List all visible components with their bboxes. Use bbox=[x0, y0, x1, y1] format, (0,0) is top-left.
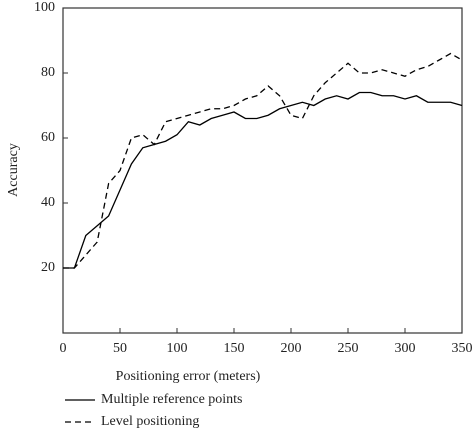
x-tick-label: 300 bbox=[395, 341, 416, 356]
x-tick-label: 250 bbox=[338, 341, 359, 356]
y-tick-label: 80 bbox=[41, 65, 55, 80]
data-line bbox=[63, 91, 463, 269]
legend-label: Multiple reference points bbox=[101, 392, 243, 407]
data-line bbox=[63, 52, 463, 269]
x-axis-label: Positioning error (meters) bbox=[116, 369, 261, 384]
y-tick-label: 100 bbox=[34, 0, 55, 15]
x-tick-label: 100 bbox=[167, 341, 188, 356]
y-tick-label: 40 bbox=[41, 195, 55, 210]
x-tick-label: 150 bbox=[224, 341, 245, 356]
y-tick-label: 60 bbox=[41, 130, 55, 145]
x-tick-label: 350 bbox=[452, 341, 473, 356]
y-axis-label: Accuracy bbox=[6, 143, 21, 197]
x-tick-label: 50 bbox=[113, 341, 127, 356]
x-tick-label: 0 bbox=[60, 341, 67, 356]
y-tick-label: 20 bbox=[41, 260, 55, 275]
legend-label: Level positioning bbox=[101, 414, 199, 429]
plot-frame bbox=[62, 7, 463, 334]
x-tick-label: 200 bbox=[281, 341, 302, 356]
